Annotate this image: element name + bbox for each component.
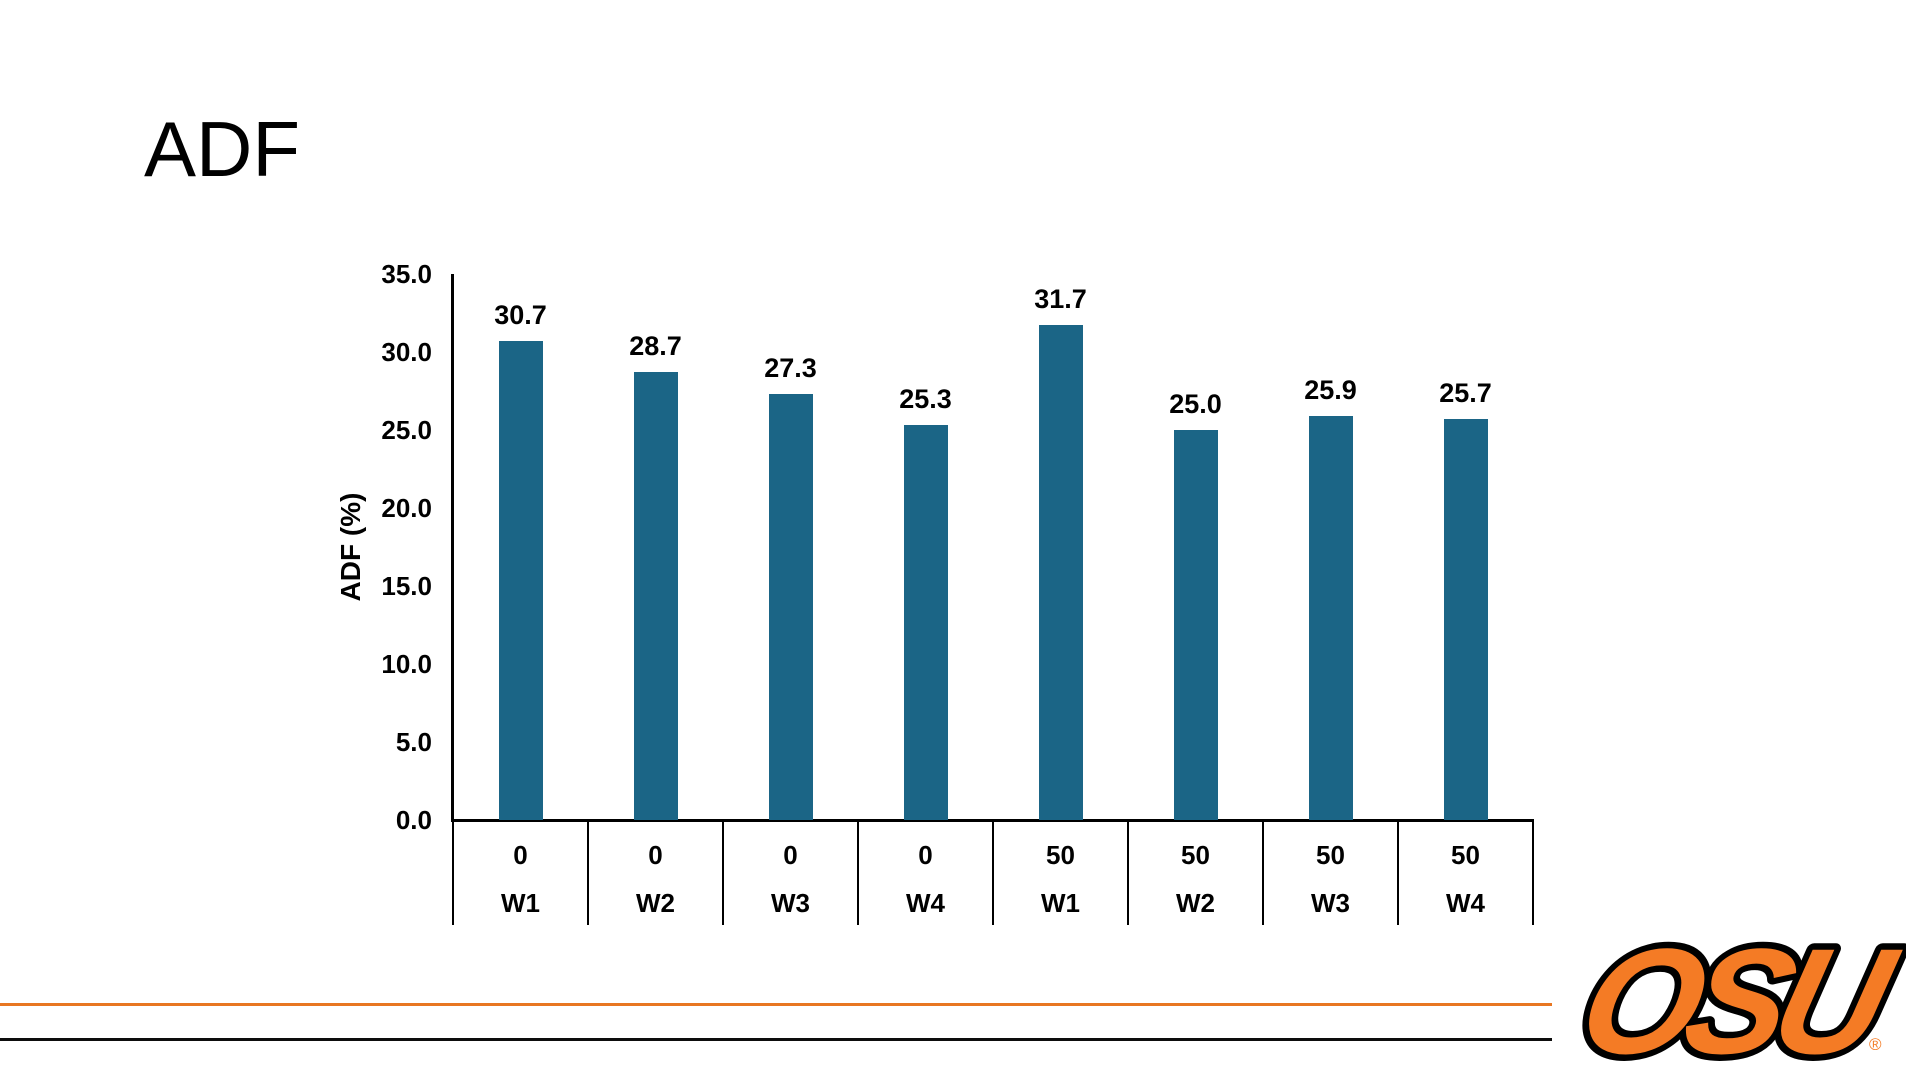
x-week-label: W2: [1176, 888, 1215, 918]
y-tick-label: 0.0: [395, 805, 432, 835]
footer-orange-line: [0, 1003, 1552, 1006]
slide-title: ADF: [144, 105, 300, 193]
x-table-border: [722, 820, 724, 925]
bar: [1173, 430, 1218, 820]
bar: [633, 372, 678, 820]
x-week-label: W2: [636, 888, 675, 918]
bar-value-label: 25.3: [899, 384, 952, 415]
bar: [768, 394, 813, 820]
x-group-label: 50: [1451, 840, 1480, 870]
x-group-label: 50: [1046, 840, 1075, 870]
x-table-border: [1532, 820, 1534, 925]
y-tick-label: 20.0: [381, 493, 432, 523]
x-week-label: W3: [1311, 888, 1350, 918]
bar-value-label: 30.7: [494, 300, 547, 331]
osu-logo-text: OSU: [1565, 918, 1906, 1073]
x-week-label: W4: [906, 888, 945, 918]
osu-logo: OSU: [1565, 912, 1906, 1073]
y-tick-label: 25.0: [381, 415, 432, 445]
registered-trademark-icon: ®: [1869, 1035, 1882, 1054]
x-table-border: [1127, 820, 1129, 925]
x-table-border: [992, 820, 994, 925]
x-group-label: 0: [648, 840, 663, 870]
y-tick-label: 35.0: [381, 259, 432, 289]
bar: [1038, 325, 1083, 820]
y-axis-line: [451, 274, 454, 822]
bar-value-label: 25.7: [1439, 378, 1492, 409]
x-week-label: W1: [501, 888, 540, 918]
bar: [498, 341, 543, 820]
x-group-label: 0: [783, 840, 798, 870]
x-week-label: W1: [1041, 888, 1080, 918]
x-group-label: 0: [918, 840, 933, 870]
x-group-label: 50: [1181, 840, 1210, 870]
y-tick-label: 10.0: [381, 649, 432, 679]
x-table-border: [587, 820, 589, 925]
x-table-border: [1262, 820, 1264, 925]
bar-value-label: 27.3: [764, 353, 817, 384]
bar-value-label: 25.9: [1304, 374, 1357, 405]
y-tick-label: 5.0: [395, 727, 432, 757]
bar-value-label: 31.7: [1034, 284, 1087, 315]
y-tick-label: 30.0: [381, 337, 432, 367]
bar-value-label: 25.0: [1169, 389, 1222, 419]
x-table-border: [452, 820, 454, 925]
x-week-label: W3: [771, 888, 810, 918]
bar-value-label: 28.7: [629, 331, 682, 362]
footer-black-line: [0, 1038, 1552, 1041]
x-group-label: 50: [1316, 840, 1345, 870]
bar: [1443, 419, 1488, 820]
bar: [903, 425, 948, 820]
x-week-label: W4: [1446, 888, 1485, 918]
y-tick-label: 15.0: [381, 571, 432, 601]
bar: [1308, 415, 1353, 820]
x-group-label: 0: [513, 840, 528, 870]
x-table-border: [1397, 820, 1399, 925]
x-table-border: [857, 820, 859, 925]
